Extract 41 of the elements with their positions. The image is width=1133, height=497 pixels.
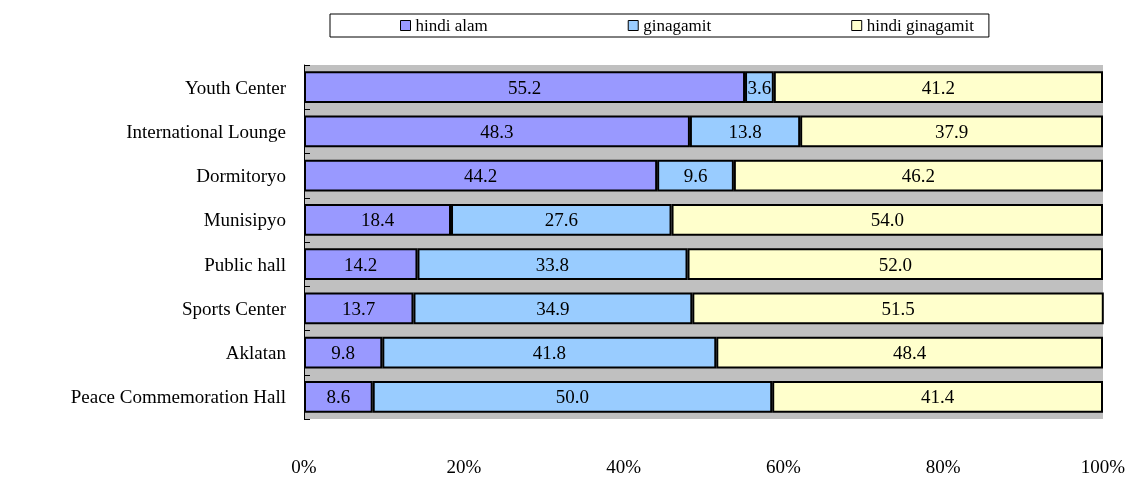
legend-label: ginagamit: [643, 16, 712, 35]
data-label: 37.9: [934, 120, 969, 142]
x-tick-label: 20%: [446, 456, 482, 477]
x-tick-label: 60%: [765, 456, 801, 477]
data-label: 48.3: [480, 120, 514, 142]
y-tick-label: Munisipyo: [203, 209, 286, 231]
x-tick-label: 0%: [291, 456, 317, 477]
legend-label: hindi ginagamit: [866, 16, 975, 35]
data-label: 27.6: [544, 209, 578, 231]
y-tick-label: International Lounge: [126, 120, 286, 142]
y-tick-label: Youth Center: [185, 76, 287, 98]
data-label: 34.9: [536, 297, 570, 319]
legend-label: hindi alam: [415, 16, 488, 35]
data-label: 14.2: [344, 253, 378, 275]
data-label: 9.8: [331, 342, 356, 364]
data-label: 13.8: [728, 120, 762, 142]
data-label: 3.6: [747, 76, 772, 98]
data-label: 41.2: [921, 76, 956, 98]
data-label: 55.2: [507, 76, 542, 98]
data-label: 9.6: [683, 165, 708, 187]
data-label: 8.6: [326, 386, 351, 408]
x-tick-label: 100%: [1080, 456, 1126, 477]
data-label: 13.7: [342, 297, 376, 319]
data-label: 51.5: [881, 297, 915, 319]
data-label: 48.4: [893, 342, 927, 364]
data-label: 46.2: [901, 165, 936, 187]
data-label: 33.8: [535, 253, 570, 275]
y-tick-label: Dormitoryo: [196, 165, 286, 187]
y-tick-label: Sports Center: [182, 297, 287, 319]
x-tick-label: 40%: [606, 456, 642, 477]
x-tick-label: 80%: [925, 456, 961, 477]
data-label: 52.0: [878, 253, 912, 275]
data-label: 50.0: [555, 386, 590, 408]
y-tick-label: Public hall: [204, 253, 286, 275]
y-tick-label: Peace Commemoration Hall: [70, 386, 286, 408]
y-tick-label: Aklatan: [225, 342, 287, 364]
data-label: 41.8: [532, 342, 566, 364]
data-label: 18.4: [360, 209, 395, 231]
data-label: 54.0: [870, 209, 904, 231]
data-label: 41.4: [920, 386, 955, 408]
data-label: 44.2: [463, 165, 498, 187]
